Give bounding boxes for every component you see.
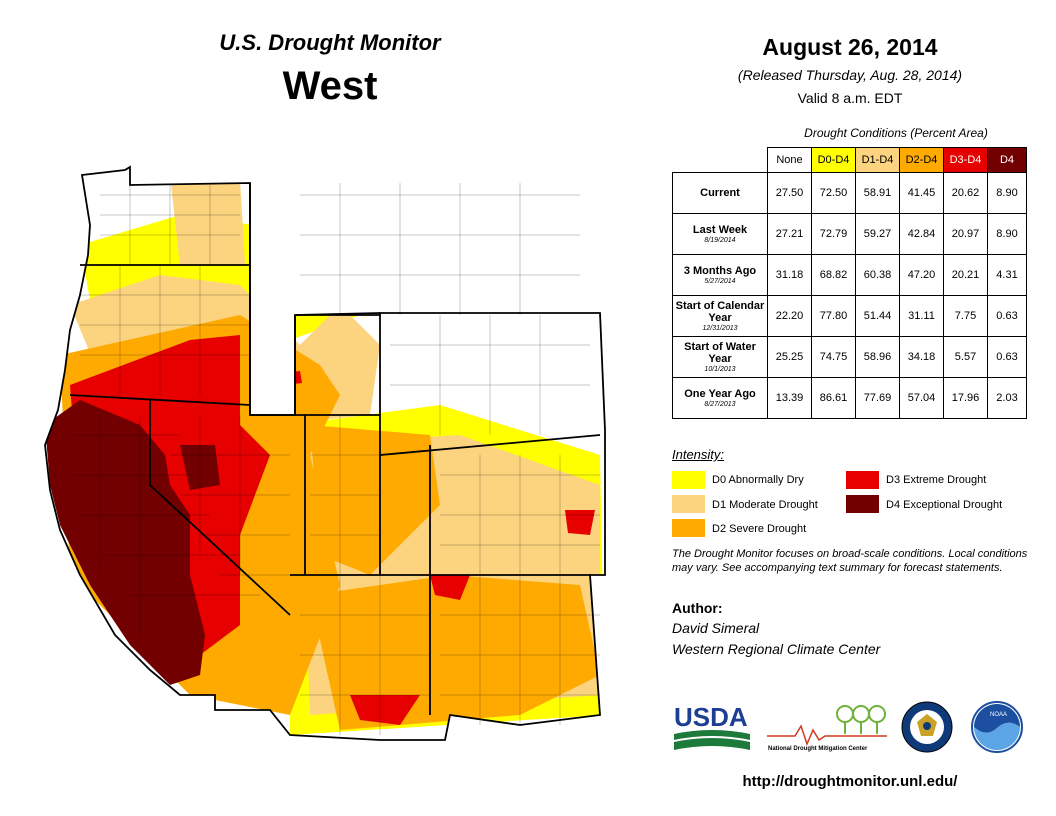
cell-value: 58.96 [855,336,900,378]
cell-value: 27.50 [767,172,812,214]
cell-value: 58.91 [855,172,900,214]
cell-value: 74.75 [811,336,856,378]
d3-region-newmexico [430,575,470,600]
legend-swatch-d4 [846,495,879,513]
cell-value: 60.38 [855,254,900,296]
cell-value: 0.63 [987,295,1027,337]
cell-value: 42.84 [899,213,944,255]
legend-label-d4: D4 Exceptional Drought [886,499,1003,511]
cell-value: 4.31 [987,254,1027,296]
disclaimer-note: The Drought Monitor focuses on broad-sca… [672,548,1028,574]
cell-value: 68.82 [811,254,856,296]
d4-region-california [45,400,205,685]
cell-value: 34.18 [899,336,944,378]
cell-value: 86.61 [811,377,856,419]
cell-value: 72.50 [811,172,856,214]
d2-region-southwest [310,575,600,730]
row-label: One Year Ago 8/27/2013 [672,377,768,419]
cell-value: 77.80 [811,295,856,337]
d3-region-colorado [565,510,595,535]
row-label: Start of Calendar Year 12/31/2013 [672,295,768,337]
table-row: One Year Ago 8/27/2013 13.39 86.61 77.69 … [672,377,1027,419]
cell-value: 27.21 [767,213,812,255]
cell-value: 20.97 [943,213,988,255]
release-date: (Released Thursday, Aug. 28, 2014) [737,67,963,83]
row-label: Start of Water Year 10/1/2013 [672,336,768,378]
ndmc-logo-text: National Drought Mitigation Center [768,746,868,752]
map-date: August 26, 2014 [762,34,938,60]
author-name: David Simeral [672,620,760,636]
legend-label-d0: D0 Abnormally Dry [712,474,804,486]
cell-value: 31.18 [767,254,812,296]
row-label: 3 Months Ago 5/27/2014 [672,254,768,296]
cell-value: 72.79 [811,213,856,255]
legend-label-d1: D1 Moderate Drought [712,499,818,511]
cell-value: 47.20 [899,254,944,296]
legend-title: Intensity: [672,447,725,462]
cell-value: 8.90 [987,172,1027,214]
usda-logo-text: USDA [674,702,748,732]
county-lines [70,183,600,735]
cell-value: 31.11 [899,295,944,337]
legend-swatch-d3 [846,471,879,489]
table-header-row: None D0-D4 D1-D4 D2-D4 D3-D4 D4 [673,147,1027,173]
cell-value: 25.25 [767,336,812,378]
legend-swatch-d1 [672,495,705,513]
col-header-d3-d4: D3-D4 [943,147,988,173]
col-header-d0-d4: D0-D4 [811,147,856,173]
table-row: 3 Months Ago 5/27/2014 31.18 68.82 60.38 … [672,254,1027,296]
conditions-caption: Drought Conditions (Percent Area) [804,126,988,140]
author-org: Western Regional Climate Center [672,641,881,657]
noaa-logo-text: NOAA [990,712,1007,718]
table-row: Start of Calendar Year 12/31/2013 22.20 7… [672,295,1027,337]
legend-label-d2: D2 Severe Drought [712,523,807,535]
table-row: Last Week 8/19/2014 27.21 72.79 59.27 42.… [672,213,1027,255]
col-header-d1-d4: D1-D4 [855,147,900,173]
region-title: West [282,64,378,108]
legend-swatch-d2 [672,519,705,537]
legend-swatch-d0 [672,471,705,489]
cell-value: 59.27 [855,213,900,255]
usda-logo: USDA [674,702,750,750]
cell-value: 77.69 [855,377,900,419]
author-label: Author: [672,600,723,616]
drought-map [44,165,606,741]
col-header-d4: D4 [987,147,1027,173]
cell-value: 20.21 [943,254,988,296]
cell-value: 22.20 [767,295,812,337]
doc-seal-logo [901,701,953,753]
col-header-d2-d4: D2-D4 [899,147,944,173]
noaa-logo: NOAA [971,701,1023,753]
table-corner [673,148,768,173]
d3-region-idaho [280,371,302,385]
table-row: Current 27.50 72.50 58.91 41.45 20.62 8.… [672,172,1027,214]
cell-value: 57.04 [899,377,944,419]
cell-value: 8.90 [987,213,1027,255]
d3-region-arizona [350,695,420,725]
cell-value: 51.44 [855,295,900,337]
ndmc-logo: National Drought Mitigation Center [767,705,887,752]
cell-value: 20.62 [943,172,988,214]
website-url[interactable]: http://droughtmonitor.unl.edu/ [742,773,958,790]
product-title: U.S. Drought Monitor [219,30,441,55]
legend-label-d3: D3 Extreme Drought [886,474,987,486]
d1-region-washington [170,175,245,265]
cell-value: 13.39 [767,377,812,419]
cell-value: 5.57 [943,336,988,378]
cell-value: 41.45 [899,172,944,214]
conditions-table: None D0-D4 D1-D4 D2-D4 D3-D4 D4 Current … [672,147,1027,419]
cell-value: 7.75 [943,295,988,337]
row-label: Last Week 8/19/2014 [672,213,768,255]
cell-value: 0.63 [987,336,1027,378]
cell-value: 17.96 [943,377,988,419]
table-row: Start of Water Year 10/1/2013 25.25 74.75… [672,336,1027,378]
valid-time: Valid 8 a.m. EDT [797,90,903,106]
cell-value: 2.03 [987,377,1027,419]
d2-region-utah [310,425,440,575]
col-header-none: None [767,147,812,173]
row-label: Current [672,172,768,214]
